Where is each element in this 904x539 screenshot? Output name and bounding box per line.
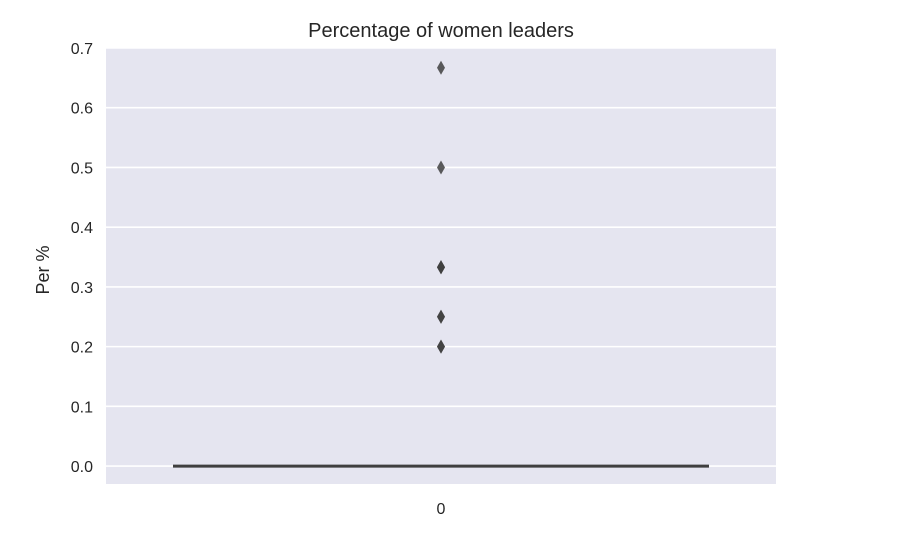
- x-tick-label: 0: [437, 501, 446, 518]
- outlier-point: [437, 60, 445, 75]
- y-tick-label: 0.3: [71, 280, 93, 297]
- outlier-point: [437, 309, 445, 324]
- x-tick-labels: 0: [437, 501, 446, 518]
- y-tick-label: 0.5: [71, 160, 93, 177]
- y-tick-label: 0.4: [71, 220, 93, 237]
- outlier-point: [437, 160, 445, 175]
- y-tick-label: 0.1: [71, 399, 93, 416]
- y-tick-label: 0.7: [71, 41, 93, 58]
- y-tick-label: 0.2: [71, 340, 93, 357]
- outlier-point: [437, 339, 445, 354]
- y-axis-label: Per %: [33, 245, 53, 294]
- y-tick-label: 0.0: [71, 459, 93, 476]
- outlier-point: [437, 260, 445, 275]
- chart-title: Percentage of women leaders: [308, 20, 574, 42]
- y-tick-label: 0.6: [71, 101, 93, 118]
- outlier-points: [437, 60, 445, 354]
- y-tick-labels: 0.0 0.1 0.2 0.3 0.4 0.5 0.6 0.7: [71, 41, 93, 476]
